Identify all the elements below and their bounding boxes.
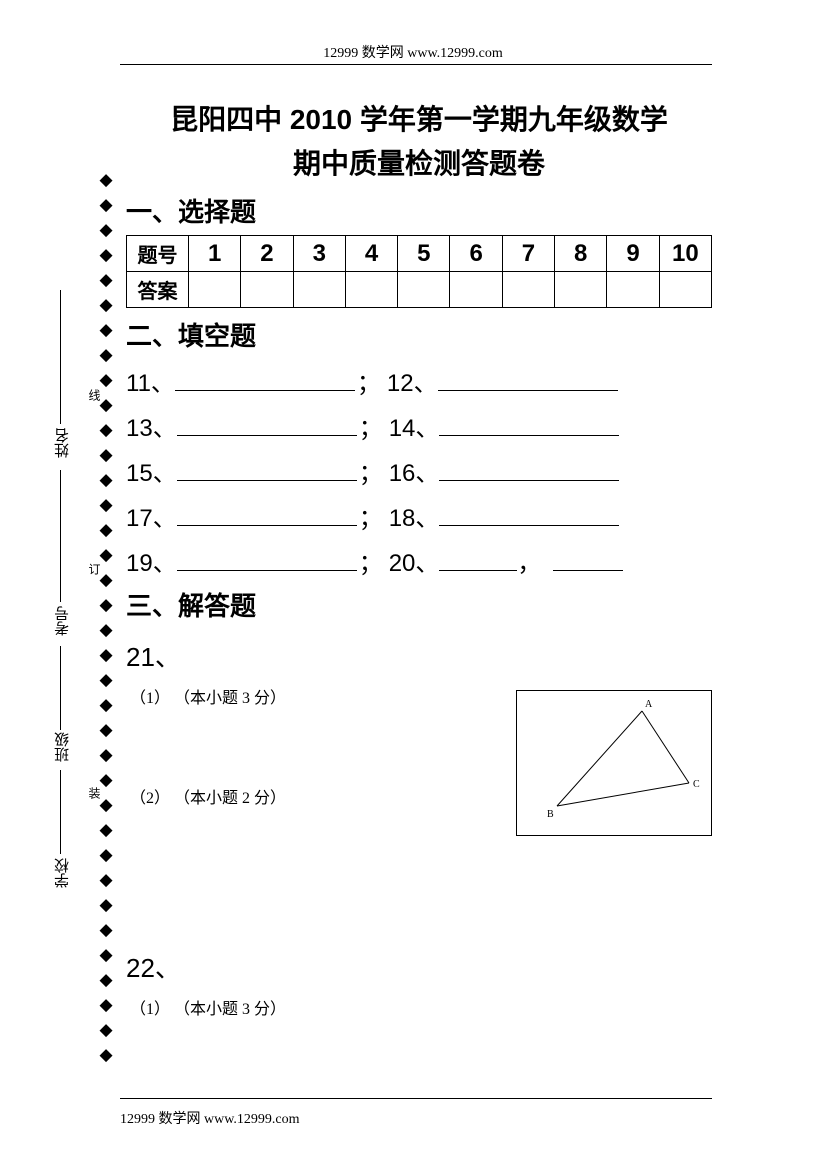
side-label-xuexiao: 学校 <box>52 858 73 888</box>
semicolon: ； <box>359 453 383 488</box>
side-line-3 <box>60 470 61 602</box>
fill-row: 15、 ； 16、 <box>126 453 712 488</box>
page-header: 12999 数学网 www.12999.com <box>0 42 826 62</box>
fold-label-xian: 线 <box>86 389 103 401</box>
answer-cell[interactable] <box>241 272 293 308</box>
table-cell: 3 <box>293 236 345 272</box>
table-cell: 1 <box>189 236 241 272</box>
side-label-kaohao: 考号 <box>52 606 73 636</box>
q21-title: 21、 <box>126 637 712 674</box>
blank-field[interactable] <box>439 457 619 481</box>
table-cell: 7 <box>502 236 554 272</box>
answer-cell[interactable] <box>659 272 711 308</box>
q-number: 11、 <box>126 363 175 398</box>
main-content: 昆阳四中 2010 学年第一学期九年级数学 期中质量检测答题卷 一、选择题 题号… <box>126 98 712 1019</box>
footer-rule <box>120 1098 712 1099</box>
blank-field[interactable] <box>439 502 619 526</box>
fill-row: 19、 ； 20、 ， <box>126 543 712 578</box>
blank-field[interactable] <box>177 457 357 481</box>
blank-field[interactable] <box>439 547 517 571</box>
q-number: 13、 <box>126 408 177 443</box>
section-3-title: 三、解答题 <box>126 586 712 623</box>
q-number: 16、 <box>389 453 440 488</box>
triangle-figure: A B C <box>516 690 712 836</box>
side-label-banji: 班级 <box>52 732 73 762</box>
fill-row: 11、 ； 12、 <box>126 363 712 398</box>
answer-cell[interactable] <box>450 272 502 308</box>
table-cell: 8 <box>555 236 607 272</box>
q-number: 12、 <box>387 363 438 398</box>
vertex-b-label: B <box>547 809 554 820</box>
table-cell: 5 <box>398 236 450 272</box>
answer-cell[interactable] <box>502 272 554 308</box>
table-cell: 2 <box>241 236 293 272</box>
header-rule <box>120 64 712 65</box>
title-line-1: 昆阳四中 2010 学年第一学期九年级数学 <box>126 98 712 138</box>
answer-cell[interactable] <box>345 272 397 308</box>
blank-field[interactable] <box>177 412 357 436</box>
title-line-2: 期中质量检测答题卷 <box>126 142 712 182</box>
section-1-title: 一、选择题 <box>126 192 712 229</box>
q-number: 20、 <box>389 543 440 578</box>
semicolon: ； <box>359 408 383 443</box>
table-cell: 10 <box>659 236 711 272</box>
table-row: 答案 <box>127 272 712 308</box>
vertex-a-label: A <box>645 699 653 710</box>
q-number: 14、 <box>389 408 440 443</box>
table-label: 题号 <box>127 236 189 272</box>
side-line-4 <box>60 290 61 424</box>
blank-field[interactable] <box>177 547 357 571</box>
table-cell: 4 <box>345 236 397 272</box>
answer-cell[interactable] <box>555 272 607 308</box>
answer-cell[interactable] <box>189 272 241 308</box>
answer-cell[interactable] <box>607 272 659 308</box>
table-row: 题号 1 2 3 4 5 6 7 8 9 10 <box>127 236 712 272</box>
vertex-c-label: C <box>693 779 700 790</box>
table-label: 答案 <box>127 272 189 308</box>
table-cell: 9 <box>607 236 659 272</box>
fill-row: 13、 ； 14、 <box>126 408 712 443</box>
semicolon: ； <box>359 543 383 578</box>
q-number: 15、 <box>126 453 177 488</box>
table-cell: 6 <box>450 236 502 272</box>
semicolon: ； <box>359 498 383 533</box>
answer-cell[interactable] <box>398 272 450 308</box>
side-label-xingming: 姓名 <box>52 428 73 458</box>
blank-field[interactable] <box>175 367 355 391</box>
blank-field[interactable] <box>438 367 618 391</box>
q22-sub1: （1） （本小题 3 分） <box>130 995 712 1019</box>
blank-field[interactable] <box>177 502 357 526</box>
fold-label-ding: 订 <box>86 563 103 575</box>
section-2-title: 二、填空题 <box>126 316 712 353</box>
fill-row: 17、 ； 18、 <box>126 498 712 533</box>
diamond-border: ◆◆◆◆ ◆◆◆◆ ◆◆◆◆ ◆◆◆◆ ◆◆◆◆ ◆◆◆◆ ◆◆◆◆ ◆◆◆◆ … <box>96 167 116 1067</box>
choice-table: 题号 1 2 3 4 5 6 7 8 9 10 答案 <box>126 235 712 308</box>
q-number: 19、 <box>126 543 177 578</box>
side-line-2 <box>60 646 61 730</box>
side-line-1 <box>60 770 61 854</box>
q-number: 18、 <box>389 498 440 533</box>
fold-label-zhuang: 装 <box>86 787 103 799</box>
q22-title: 22、 <box>126 948 712 985</box>
semicolon: ； <box>357 363 381 398</box>
page-footer: 12999 数学网 www.12999.com <box>120 1108 300 1128</box>
blank-field[interactable] <box>439 412 619 436</box>
comma: ， <box>517 543 541 578</box>
answer-cell[interactable] <box>293 272 345 308</box>
q-number: 17、 <box>126 498 177 533</box>
blank-field[interactable] <box>553 547 623 571</box>
